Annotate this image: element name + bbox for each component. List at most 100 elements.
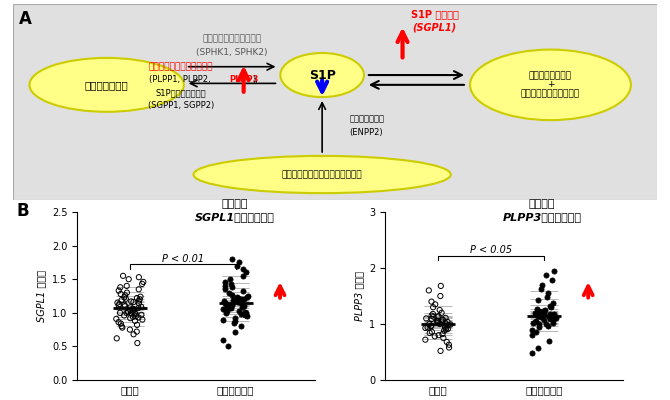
Point — [219, 283, 230, 289]
Point — [220, 300, 230, 306]
Point — [226, 281, 237, 287]
Point — [218, 306, 229, 313]
Text: PLPP3遺伝子発現量: PLPP3遺伝子発現量 — [502, 212, 582, 222]
Point — [527, 332, 537, 338]
Point — [426, 312, 437, 319]
Point — [115, 320, 126, 327]
Point — [436, 310, 447, 316]
Point — [547, 312, 558, 318]
Point — [233, 295, 244, 301]
Point — [220, 301, 231, 307]
Point — [233, 259, 244, 266]
Point — [426, 316, 437, 322]
Point — [127, 306, 138, 312]
Point — [232, 262, 243, 269]
Point — [228, 320, 239, 326]
Point — [239, 296, 250, 302]
Point — [435, 293, 446, 299]
Point — [548, 320, 559, 326]
Point — [135, 296, 145, 302]
Point — [219, 298, 230, 304]
Point — [226, 302, 237, 309]
Text: スフィンゴシンキナーゼ: スフィンゴシンキナーゼ — [202, 35, 262, 44]
Point — [128, 308, 139, 314]
Point — [236, 296, 247, 302]
Point — [433, 313, 444, 319]
Point — [429, 333, 440, 340]
Text: 脳梁中の: 脳梁中の — [222, 198, 249, 209]
Point — [444, 342, 454, 348]
Text: スフィンゴシン: スフィンゴシン — [85, 80, 129, 90]
Text: +: + — [547, 80, 554, 89]
Point — [543, 322, 553, 329]
Point — [541, 321, 551, 327]
Point — [424, 321, 435, 327]
Point — [443, 322, 454, 328]
Point — [535, 314, 546, 320]
Point — [133, 274, 144, 280]
Point — [445, 321, 456, 328]
Point — [112, 300, 123, 306]
Point — [426, 322, 437, 329]
Point — [426, 298, 437, 305]
Point — [434, 321, 445, 327]
Point — [117, 324, 128, 331]
Point — [422, 324, 433, 330]
Point — [433, 320, 444, 326]
Point — [119, 302, 130, 308]
Point — [236, 311, 247, 317]
Point — [118, 273, 129, 279]
Point — [433, 332, 444, 338]
Point — [544, 313, 555, 319]
Text: ホスホエタノールアミン: ホスホエタノールアミン — [521, 89, 580, 98]
Point — [527, 320, 538, 327]
Text: (SGPL1): (SGPL1) — [413, 22, 457, 32]
Point — [113, 319, 124, 326]
Point — [436, 348, 446, 354]
Point — [442, 318, 453, 325]
Point — [444, 344, 454, 351]
Text: SGPL1遺伝子発現量: SGPL1遺伝子発現量 — [195, 212, 275, 222]
Point — [119, 303, 130, 309]
Point — [236, 323, 247, 330]
Point — [539, 310, 549, 316]
Point — [237, 304, 247, 310]
Point — [239, 309, 250, 315]
Point — [427, 304, 438, 310]
Point — [119, 312, 129, 319]
Text: オートタキシン: オートタキシン — [349, 115, 384, 124]
Text: S1P リアーゼ: S1P リアーゼ — [411, 9, 459, 19]
Point — [115, 291, 126, 297]
Point — [424, 330, 435, 336]
Point — [541, 272, 551, 278]
Point — [527, 326, 538, 333]
Point — [428, 314, 439, 320]
Point — [423, 287, 434, 294]
Point — [442, 339, 452, 345]
Point — [224, 290, 234, 296]
Point — [533, 344, 544, 351]
Point — [539, 307, 550, 313]
Point — [420, 325, 431, 331]
Point — [530, 318, 541, 324]
Point — [226, 292, 237, 298]
Point — [121, 310, 132, 316]
Text: スフィンゴシルホスホリルコリン: スフィンゴシルホスホリルコリン — [282, 170, 362, 179]
Point — [433, 318, 444, 324]
Point — [133, 286, 144, 292]
Point — [437, 316, 448, 323]
Text: (ENPP2): (ENPP2) — [349, 128, 383, 137]
Point — [545, 315, 555, 321]
Point — [229, 328, 240, 335]
Point — [128, 299, 139, 305]
Point — [440, 326, 451, 333]
Point — [230, 298, 241, 304]
Point — [546, 304, 557, 310]
Point — [547, 316, 558, 323]
Text: PLPP3: PLPP3 — [229, 76, 258, 84]
Text: 脳梁中の: 脳梁中の — [529, 198, 555, 209]
Point — [421, 315, 431, 322]
Point — [242, 294, 253, 300]
Point — [128, 331, 139, 338]
Text: B: B — [17, 202, 29, 220]
